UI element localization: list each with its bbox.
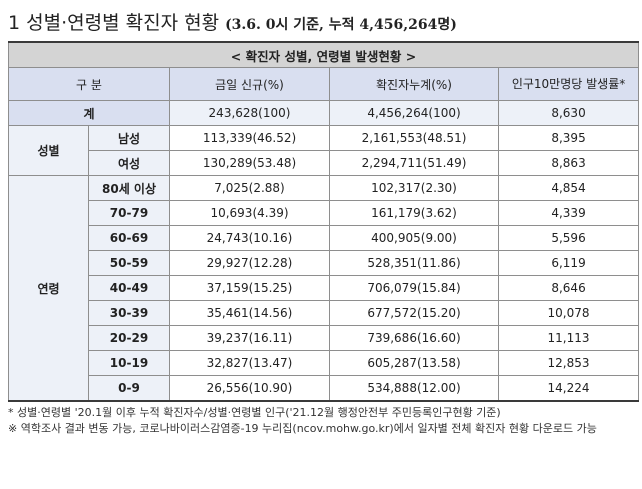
age-group-label: 연령	[8, 175, 89, 402]
age-row: 10-19 32,827(13.47) 605,287(13.58) 12,853	[9, 350, 640, 376]
incidence-rate-cell: 4,854	[497, 175, 640, 201]
incidence-rate-cell: 5,596	[497, 225, 640, 251]
row-label: 남성	[88, 125, 170, 151]
page-title: 1 성별·연령별 확진자 현황 (3.6. 0시 기준, 누적 4,456,264…	[8, 6, 638, 40]
row-label: 40-49	[88, 275, 170, 301]
total-label: 계	[8, 100, 170, 126]
footnote: ※ 역학조사 결과 변동 가능, 코로나바이러스감염증-19 누리집(ncov.…	[8, 422, 597, 435]
row-label: 20-29	[88, 325, 170, 351]
cumulative-cases-cell: 706,079(15.84)	[329, 275, 499, 301]
incidence-rate-cell: 4,339	[497, 200, 640, 226]
row-label: 0-9	[88, 375, 170, 402]
total-cumulative: 4,456,264(100)	[329, 100, 499, 126]
new-cases-cell: 130,289(53.48)	[169, 150, 330, 176]
age-row: 30-39 35,461(14.56) 677,572(15.20) 10,078	[9, 300, 640, 326]
cumulative-cases-cell: 161,179(3.62)	[329, 200, 499, 226]
new-cases-cell: 113,339(46.52)	[169, 125, 330, 151]
new-cases-cell: 32,827(13.47)	[169, 350, 330, 376]
age-row: 60-69 24,743(10.16) 400,905(9.00) 5,596	[9, 225, 640, 251]
gender-row: 여성 130,289(53.48) 2,294,711(51.49) 8,863	[9, 150, 640, 176]
age-row: 70-79 10,693(4.39) 161,179(3.62) 4,339	[9, 200, 640, 226]
table-caption-row: < 확진자 성별, 연령별 발생현황 >	[7, 41, 640, 68]
footnotes: * 성별·연령별 '20.1월 이후 누적 확진자수/성별·연령별 인구('21…	[8, 405, 636, 437]
row-label: 50-59	[88, 250, 170, 276]
table-caption: < 확진자 성별, 연령별 발생현황 >	[7, 41, 640, 68]
table-header-row: 구 분 금일 신규(%) 확진자누계(%) 인구10만명당 발생률*	[8, 67, 640, 101]
row-label: 여성	[88, 150, 170, 176]
incidence-rate-cell: 10,078	[497, 300, 640, 326]
cumulative-cases-cell: 528,351(11.86)	[329, 250, 499, 276]
row-label: 10-19	[88, 350, 170, 376]
total-row: 계 243,628(100) 4,456,264(100) 8,630	[8, 100, 640, 126]
title-lead: 1 성별·연령별 확진자 현황	[8, 12, 220, 34]
total-new: 243,628(100)	[169, 100, 330, 126]
new-cases-cell: 26,556(10.90)	[169, 375, 330, 402]
cumulative-cases-cell: 400,905(9.00)	[329, 225, 499, 251]
new-cases-cell: 7,025(2.88)	[169, 175, 330, 201]
incidence-rate-cell: 8,863	[497, 150, 640, 176]
cumulative-cases-cell: 534,888(12.00)	[329, 375, 499, 402]
row-label: 80세 이상	[88, 175, 170, 201]
incidence-rate-cell: 6,119	[497, 250, 640, 276]
new-cases-cell: 29,927(12.28)	[169, 250, 330, 276]
row-label: 70-79	[88, 200, 170, 226]
new-cases-cell: 37,159(15.25)	[169, 275, 330, 301]
cumulative-cases-cell: 605,287(13.58)	[329, 350, 499, 376]
total-rate: 8,630	[497, 100, 640, 126]
new-cases-cell: 35,461(14.56)	[169, 300, 330, 326]
age-row: 40-49 37,159(15.25) 706,079(15.84) 8,646	[9, 275, 640, 301]
incidence-rate-cell: 14,224	[497, 375, 640, 402]
header-cumulative-cases: 확진자누계(%)	[329, 67, 499, 101]
title-basis-date: (3.6. 0시 기준, 누적 4,456,264명)	[225, 17, 457, 33]
age-row: 0-9 26,556(10.90) 534,888(12.00) 14,224	[9, 375, 640, 402]
incidence-rate-cell: 11,113	[497, 325, 640, 351]
header-incidence-rate: 인구10만명당 발생률*	[497, 67, 640, 101]
row-label: 30-39	[88, 300, 170, 326]
age-row: 연령 80세 이상 7,025(2.88) 102,317(2.30) 4,854	[8, 175, 640, 402]
header-new-cases: 금일 신규(%)	[169, 67, 330, 101]
gender-group-label: 성별	[8, 125, 89, 176]
age-row: 50-59 29,927(12.28) 528,351(11.86) 6,119	[9, 250, 640, 276]
cumulative-cases-cell: 2,161,553(48.51)	[329, 125, 499, 151]
cumulative-cases-cell: 102,317(2.30)	[329, 175, 499, 201]
new-cases-cell: 10,693(4.39)	[169, 200, 330, 226]
cumulative-cases-cell: 2,294,711(51.49)	[329, 150, 499, 176]
new-cases-cell: 24,743(10.16)	[169, 225, 330, 251]
gender-row: 성별 남성 113,339(46.52) 2,161,553(48.51) 8,395	[8, 125, 640, 176]
cumulative-cases-cell: 677,572(15.20)	[329, 300, 499, 326]
case-status-table: < 확진자 성별, 연령별 발생현황 > 구 분 금일 신규(%) 확진자누계(…	[7, 41, 640, 402]
new-cases-cell: 39,237(16.11)	[169, 325, 330, 351]
header-category: 구 분	[8, 67, 170, 101]
incidence-rate-cell: 8,395	[497, 125, 640, 151]
age-row: 20-29 39,237(16.11) 739,686(16.60) 11,113	[9, 325, 640, 351]
row-label: 60-69	[88, 225, 170, 251]
incidence-rate-cell: 8,646	[497, 275, 640, 301]
incidence-rate-cell: 12,853	[497, 350, 640, 376]
cumulative-cases-cell: 739,686(16.60)	[329, 325, 499, 351]
footnote: * 성별·연령별 '20.1월 이후 누적 확진자수/성별·연령별 인구('21…	[8, 406, 501, 419]
